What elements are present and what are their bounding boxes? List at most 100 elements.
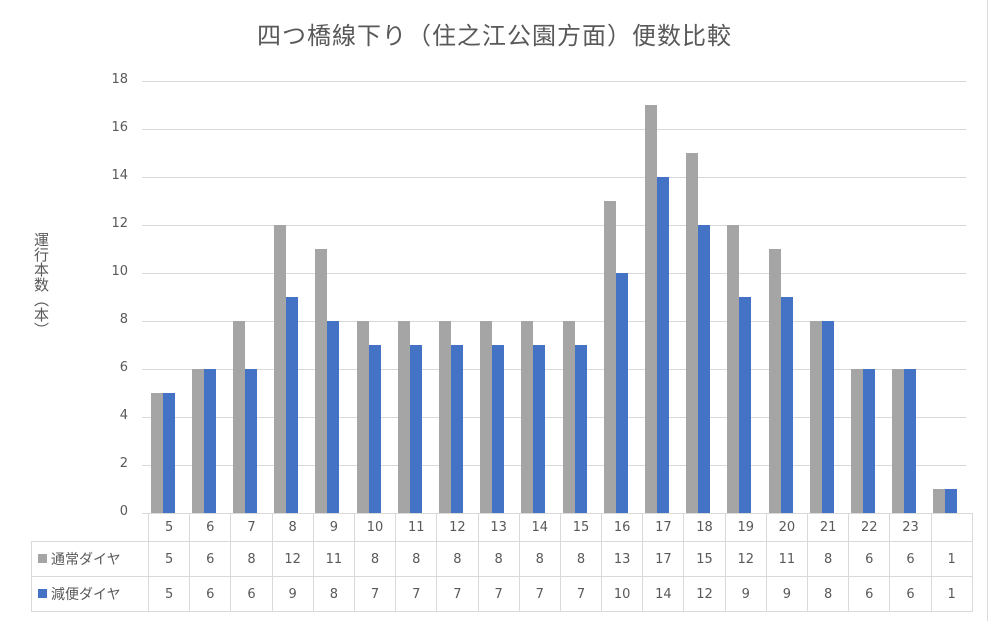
y-axis-label: 運行本数（本） xyxy=(32,232,50,337)
table-cell: 8 xyxy=(806,541,850,577)
category-label: 16 xyxy=(601,513,644,542)
table-cell: 8 xyxy=(395,541,438,577)
bar-reduced xyxy=(739,297,752,513)
bar-reduced xyxy=(904,369,917,513)
bar-reduced xyxy=(533,345,546,513)
table-cell: 8 xyxy=(518,541,561,577)
bar-reduced xyxy=(286,297,299,513)
bar-reduced xyxy=(657,177,669,513)
category-label: 6 xyxy=(189,513,232,542)
category-label: 11 xyxy=(395,513,438,542)
table-cell: 7 xyxy=(559,576,603,612)
bar-normal xyxy=(603,201,616,513)
category-label: 10 xyxy=(353,513,397,542)
bar-reduced xyxy=(698,225,711,513)
bar-reduced xyxy=(245,369,257,513)
bar-normal xyxy=(933,489,946,513)
category-label: 5 xyxy=(147,513,191,542)
table-cell: 11 xyxy=(312,541,355,577)
table-cell: 1 xyxy=(930,576,973,612)
y-tick-label: 8 xyxy=(119,312,128,327)
y-tick-label: 14 xyxy=(111,168,128,183)
legend-swatch-gray xyxy=(38,554,47,563)
bar-normal xyxy=(356,321,369,513)
category-label: 18 xyxy=(683,513,726,542)
bar-reduced xyxy=(780,297,793,513)
category-label: 17 xyxy=(642,513,685,542)
bar-normal xyxy=(809,321,822,513)
category-label: 21 xyxy=(806,513,850,542)
bar-normal xyxy=(521,321,534,513)
table-cell: 6 xyxy=(848,541,891,577)
bar-normal xyxy=(191,369,204,513)
data-table: 5 6 7 8 9 10 11 12 13 14 15 16 17 18 19 20 21 22 23 通常ダイヤ … xyxy=(31,513,973,612)
gridline xyxy=(142,513,966,514)
bar-reduced xyxy=(203,369,216,513)
table-cell: 8 xyxy=(477,541,520,577)
table-cell: 6 xyxy=(189,541,232,577)
table-cell: 7 xyxy=(477,576,520,612)
table-cell: 6 xyxy=(889,576,932,612)
bar-normal xyxy=(150,393,163,513)
table-cell: 1 xyxy=(930,541,973,577)
bar-normal xyxy=(233,321,245,513)
gridline xyxy=(142,273,966,274)
bar-normal xyxy=(315,249,328,513)
category-label: 22 xyxy=(848,513,891,542)
table-cell: 10 xyxy=(601,576,644,612)
bar-reduced xyxy=(863,369,875,513)
bar-normal xyxy=(851,369,863,513)
table-cell: 8 xyxy=(806,576,850,612)
table-cell: 8 xyxy=(230,541,273,577)
y-tick-label: 18 xyxy=(111,72,128,87)
category-label: 8 xyxy=(271,513,314,542)
table-cell: 12 xyxy=(683,576,726,612)
bar-normal xyxy=(645,105,657,513)
gridline xyxy=(142,129,966,130)
table-cell: 8 xyxy=(353,541,397,577)
bar-reduced xyxy=(615,273,628,513)
category-label: 19 xyxy=(724,513,767,542)
bar-normal xyxy=(480,321,493,513)
y-tick-label: 6 xyxy=(119,360,128,375)
table-cell: 5 xyxy=(147,576,191,612)
table-cell: 17 xyxy=(642,541,685,577)
table-cell: 8 xyxy=(559,541,603,577)
category-label: 9 xyxy=(312,513,355,542)
table-cell: 5 xyxy=(147,541,191,577)
bar-normal xyxy=(397,321,410,513)
table-cell: 14 xyxy=(642,576,685,612)
table-cell: 9 xyxy=(724,576,767,612)
y-tick-label: 2 xyxy=(119,456,128,471)
legend-normal: 通常ダイヤ xyxy=(31,541,149,577)
series-row-normal: 通常ダイヤ 5 6 8 12 11 8 8 8 8 8 8 13 17 15 12 11 8 6 6 1 xyxy=(31,541,973,577)
gridline xyxy=(142,417,966,418)
bar-normal xyxy=(439,321,451,513)
gridline xyxy=(142,369,966,370)
table-cell: 8 xyxy=(436,541,479,577)
gridline xyxy=(142,177,966,178)
bar-normal xyxy=(768,249,781,513)
bar-reduced xyxy=(162,393,175,513)
bar-reduced xyxy=(368,345,381,513)
table-cell: 6 xyxy=(189,576,232,612)
table-cell: 8 xyxy=(312,576,355,612)
bar-reduced xyxy=(945,489,958,513)
table-cell: 11 xyxy=(765,541,809,577)
bar-normal xyxy=(892,369,905,513)
bar-normal xyxy=(727,225,740,513)
y-tick-label: 10 xyxy=(111,264,128,279)
category-label: 15 xyxy=(559,513,603,542)
y-tick-label: 12 xyxy=(111,216,128,231)
bar-normal xyxy=(686,153,699,513)
table-cell: 12 xyxy=(724,541,767,577)
chart-border xyxy=(987,0,988,621)
bar-normal xyxy=(274,225,287,513)
table-cell: 7 xyxy=(395,576,438,612)
table-cell: 12 xyxy=(271,541,314,577)
legend-swatch-blue xyxy=(38,589,47,598)
bar-reduced xyxy=(451,345,463,513)
category-label: 20 xyxy=(765,513,809,542)
table-cell: 15 xyxy=(683,541,726,577)
table-cell: 6 xyxy=(230,576,273,612)
